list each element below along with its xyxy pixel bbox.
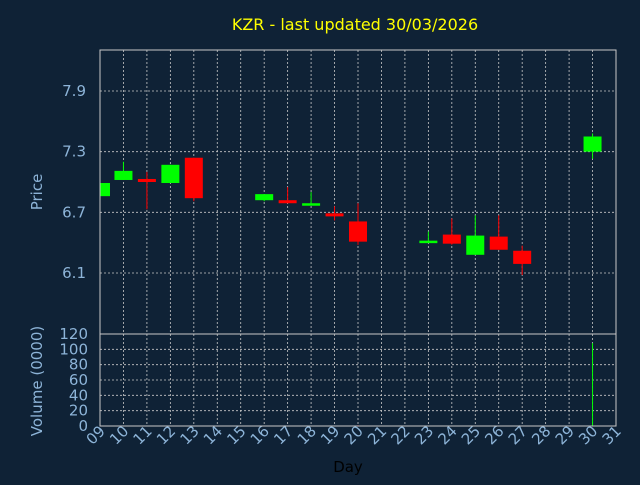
candle-10 xyxy=(114,161,133,180)
candle-body xyxy=(419,240,438,244)
candle-body xyxy=(184,157,203,199)
candle-26 xyxy=(489,215,508,250)
candle-body xyxy=(302,203,321,206)
candle-body xyxy=(466,235,485,255)
candle-body xyxy=(489,236,508,250)
volume-tick-label: 60 xyxy=(69,371,88,389)
price-grid xyxy=(99,50,617,334)
volume-tick-label: 20 xyxy=(69,402,88,420)
price-axis-label: Price xyxy=(28,174,46,211)
candle-09 xyxy=(99,183,110,197)
candle-24 xyxy=(442,218,461,245)
volume-panel-frame xyxy=(99,333,617,427)
x-axis-label: Day xyxy=(333,458,363,476)
price-y-ticks: 6.1 6.7 7.3 7.9 xyxy=(62,82,86,282)
candle-27 xyxy=(513,245,532,276)
candle-20 xyxy=(349,203,367,245)
candle-body xyxy=(583,136,602,152)
candle-body xyxy=(513,250,532,264)
price-tick-label: 6.7 xyxy=(62,203,86,221)
candle-25 xyxy=(466,215,485,255)
candle-23 xyxy=(419,231,438,244)
candle-16 xyxy=(255,194,274,202)
candle-body xyxy=(100,183,110,197)
candles xyxy=(99,133,602,276)
candle-18 xyxy=(302,192,321,206)
price-tick-label: 7.9 xyxy=(62,82,86,100)
candle-body xyxy=(161,164,180,184)
volume-grid xyxy=(99,334,617,426)
volume-tick-label: 40 xyxy=(69,386,88,404)
volume-tick-label: 100 xyxy=(59,340,88,358)
candle-body xyxy=(442,234,461,244)
volume-tick-label: 120 xyxy=(59,325,88,343)
candle-body xyxy=(114,170,133,180)
candle-17 xyxy=(278,187,297,204)
chart-title: KZR - last updated 30/03/2026 xyxy=(232,15,478,34)
candle-19 xyxy=(325,206,344,221)
price-tick-label: 7.3 xyxy=(62,143,86,161)
candle-body xyxy=(137,178,156,182)
candle-body xyxy=(278,200,297,204)
candle-body xyxy=(349,221,367,242)
candle-body xyxy=(325,213,344,217)
candle-13 xyxy=(184,157,203,202)
volume-axis-label: Volume (0000) xyxy=(28,326,46,436)
candle-30 xyxy=(583,133,602,159)
candle-11 xyxy=(137,171,156,210)
candle-12 xyxy=(161,164,180,184)
volume-tick-label: 80 xyxy=(69,356,88,374)
price-tick-label: 6.1 xyxy=(62,264,86,282)
candle-body xyxy=(255,194,274,201)
volume-tick-label: 0 xyxy=(78,417,88,435)
